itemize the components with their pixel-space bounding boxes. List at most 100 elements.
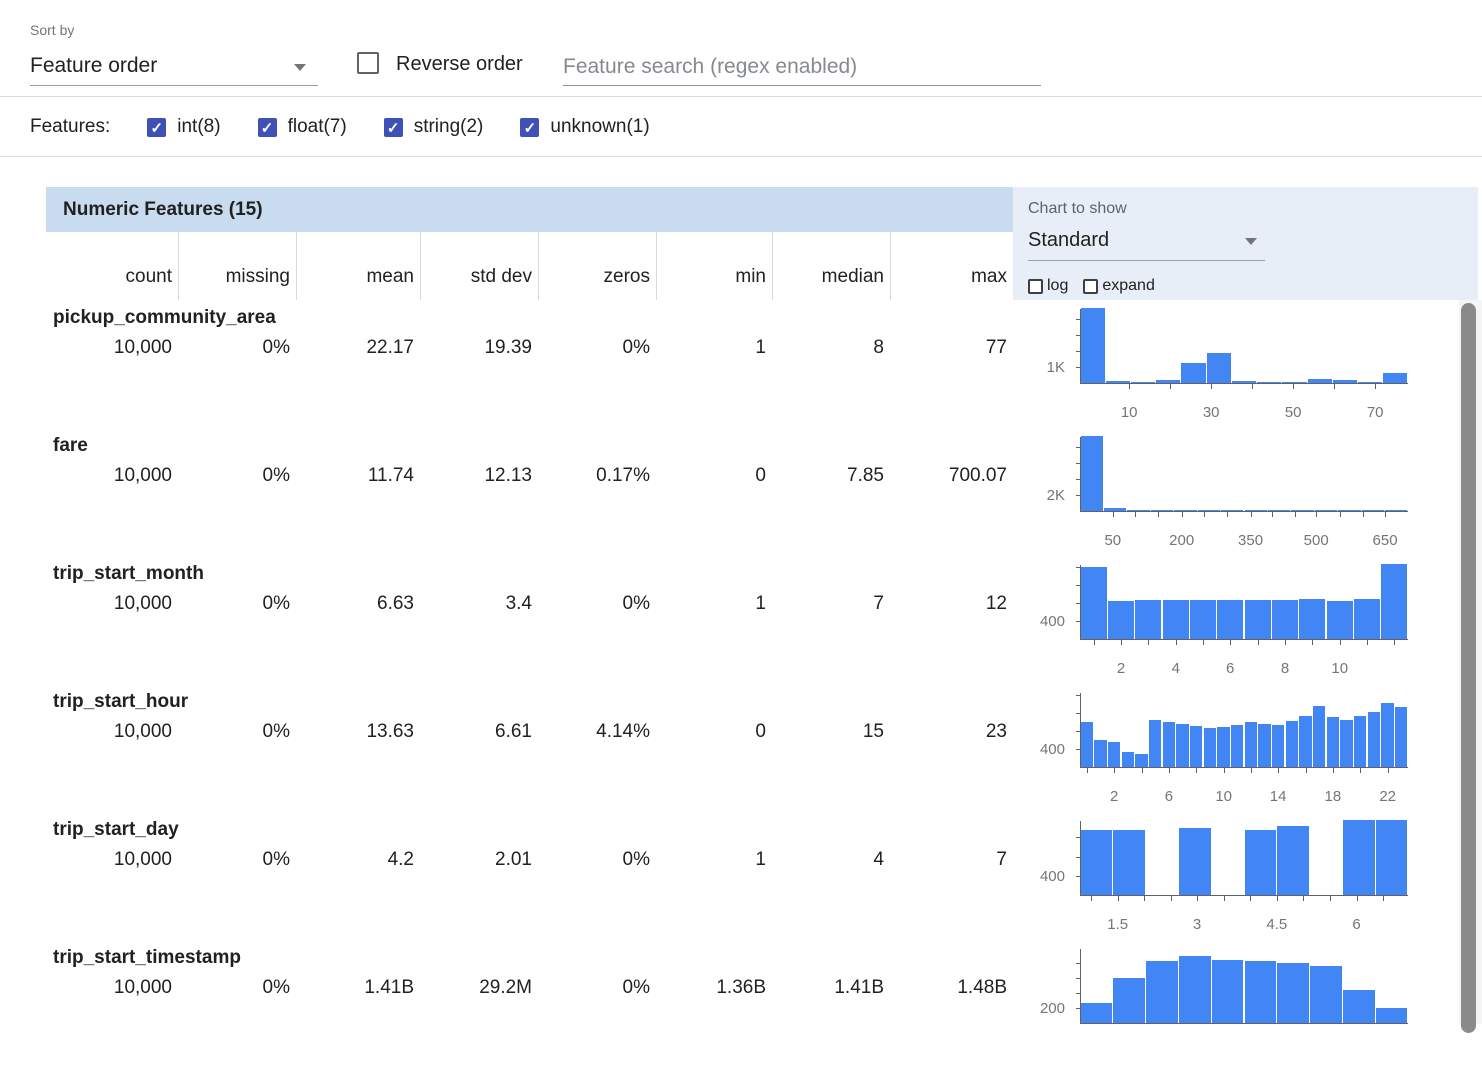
histogram-plot (1076, 436, 1408, 517)
stat-value: 4 (873, 849, 884, 870)
toolbar: Sort by Feature order Reverse order (0, 0, 1482, 97)
stat-value: 10,000 (113, 593, 172, 614)
stat-value: 13.63 (366, 721, 414, 742)
y-axis (1080, 437, 1081, 512)
stat-values: 10,000 0% 13.63 6.61 4.14% 0 15 23 (46, 721, 1013, 743)
histogram-bar (1291, 510, 1314, 511)
histogram: 200 (1013, 940, 1458, 1068)
x-axis (1080, 383, 1408, 384)
histogram: 400 2 6 10 14 18 22 (1013, 684, 1458, 812)
filter-checkbox[interactable]: ✓ (383, 117, 403, 137)
expand-checkbox[interactable] (1083, 278, 1099, 294)
stat-value: 1.41B (364, 977, 414, 998)
histogram-bar (1203, 728, 1217, 767)
x-axis-tick (1170, 896, 1172, 901)
filter-label: string(2) (413, 116, 484, 137)
chevron-down-icon (1245, 238, 1257, 245)
histogram-bar (1080, 722, 1094, 767)
log-label: log (1047, 277, 1069, 294)
stat-value: 2.01 (495, 849, 532, 870)
histogram-bar (1353, 598, 1381, 639)
histogram-bar (1080, 567, 1107, 639)
y-axis-tick (1076, 694, 1080, 696)
histogram-bar (1340, 720, 1353, 767)
stat-value: 6.61 (495, 721, 532, 742)
filter-label: float(7) (287, 116, 347, 137)
x-axis-tick (1223, 896, 1225, 901)
stat-value: 22.17 (366, 337, 414, 358)
y-axis-tick (1076, 351, 1080, 353)
histogram-bar (1080, 308, 1105, 383)
x-axis-tick (1168, 768, 1170, 773)
chart-type-select[interactable]: Standard (1028, 225, 1265, 261)
column-header: zeros (538, 232, 656, 300)
x-tick-label: 50 (1104, 532, 1122, 549)
x-axis-tick (1170, 384, 1172, 389)
feature-row: trip_start_hour 10,000 0% 13.63 6.61 4.14% 0 15… (0, 684, 1482, 812)
histogram-bar (1361, 510, 1385, 511)
scrollbar-thumb[interactable] (1461, 303, 1476, 1033)
y-axis-tick (1076, 748, 1080, 750)
x-axis-tick (1230, 640, 1232, 645)
stat-value: 0% (262, 977, 290, 998)
y-axis-tick (1076, 963, 1080, 964)
filter-checkbox[interactable]: ✓ (147, 117, 167, 137)
log-checkbox[interactable] (1028, 278, 1043, 294)
filter-checkbox[interactable]: ✓ (257, 117, 277, 137)
stat-value: 0% (262, 593, 290, 614)
stat-value: 1.48B (957, 977, 1007, 998)
stat-value: 1.41B (834, 977, 884, 998)
histogram-bar (1107, 742, 1121, 767)
x-axis-tick (1203, 640, 1204, 645)
x-axis-tick (1272, 512, 1274, 517)
feature-type-filter: ✓ unknown(1) (520, 116, 650, 138)
filter-checkbox[interactable]: ✓ (520, 117, 540, 137)
histogram-bar (1299, 715, 1312, 767)
expand-label: expand (1102, 277, 1155, 294)
histogram: 2K 50 200 350 500 650 (1013, 428, 1458, 556)
stat-value: 0% (262, 849, 290, 870)
stat-value: 10,000 (113, 465, 172, 486)
y-axis-tick (1076, 712, 1080, 714)
chart-controls-panel: Chart to show Standard log expand (1013, 187, 1478, 300)
x-tick-label: 30 (1202, 404, 1220, 421)
histogram-bar (1358, 381, 1383, 383)
x-axis-tick (1223, 768, 1225, 773)
x-tick-label: 6 (1352, 916, 1361, 933)
x-axis-tick (1144, 896, 1146, 901)
y-axis-tick (1076, 837, 1080, 839)
x-tick-label: 8 (1280, 660, 1290, 677)
stats-column-headers: count missing mean std dev zeros min median max (46, 232, 1013, 300)
feature-rows: pickup_community_area 10,000 0% 22.17 19.39 0… (0, 300, 1482, 1068)
histogram-bar (1257, 382, 1282, 383)
x-axis-tick (1312, 640, 1314, 645)
feature-type-filter: ✓ string(2) (383, 116, 484, 138)
reverse-order-checkbox[interactable] (357, 52, 379, 74)
histogram-plot (1076, 949, 1408, 1024)
x-tick-label: 10 (1215, 788, 1232, 805)
histogram-bar (1385, 510, 1408, 511)
x-axis-tick (1135, 512, 1137, 517)
sort-by-select[interactable]: Feature order (30, 48, 318, 86)
histogram-bar (1282, 382, 1307, 383)
x-axis-tick (1375, 384, 1377, 389)
chart-to-show-label: Chart to show (1028, 200, 1127, 217)
x-axis-tick (1387, 768, 1389, 773)
histogram-bar (1332, 380, 1358, 383)
histogram-bar (1080, 830, 1113, 895)
histogram-bar (1094, 740, 1107, 767)
histogram-bar (1299, 598, 1326, 639)
x-axis (1080, 639, 1408, 640)
histogram-plot (1076, 820, 1408, 901)
x-tick-label: 4.5 (1266, 916, 1288, 933)
x-tick-label: 10 (1120, 404, 1138, 421)
column-header: missing (178, 232, 296, 300)
x-axis-tick (1383, 896, 1385, 901)
x-axis-tick (1367, 640, 1368, 645)
filter-label: unknown(1) (550, 116, 650, 137)
feature-search-input[interactable] (563, 48, 1041, 86)
x-axis-tick (1293, 384, 1295, 389)
y-axis-tick (1076, 463, 1080, 465)
x-axis-tick (1332, 768, 1334, 773)
histogram-bar (1217, 600, 1244, 639)
